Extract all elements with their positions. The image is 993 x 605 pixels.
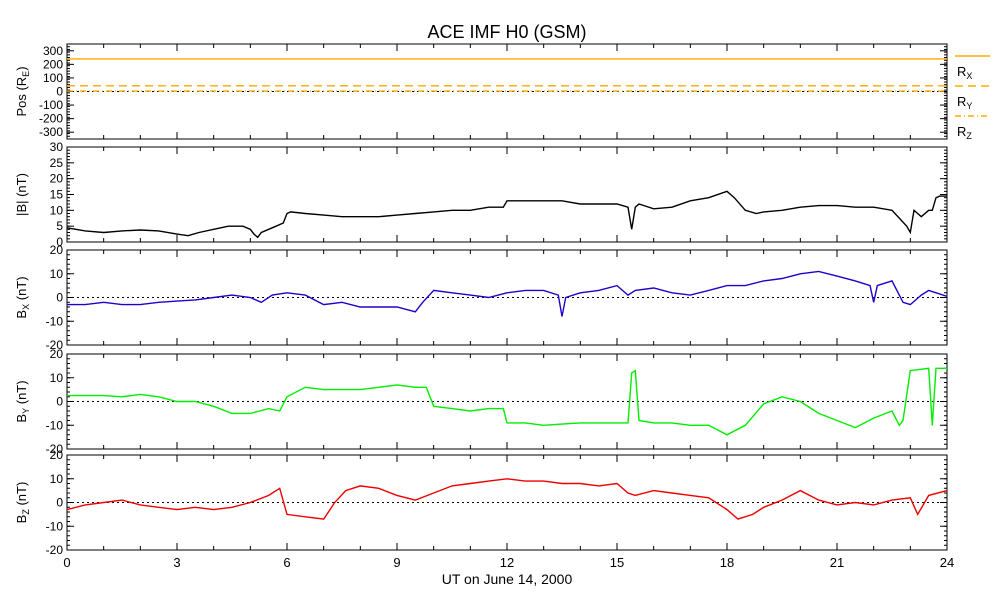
- x-axis: 0 3 6 9 12 15 18 21 24: [63, 555, 954, 570]
- chart-title: ACE IMF H0 (GSM): [427, 22, 586, 42]
- x-tick-label: 12: [500, 555, 514, 570]
- y-tick-label: 20: [50, 347, 64, 361]
- y-tick-label: 15: [50, 188, 64, 202]
- series-line-4-1: [67, 367, 947, 436]
- x-tick-label: 21: [830, 555, 844, 570]
- x-tick-label: 24: [940, 555, 954, 570]
- panel-3: 20 10 0 -10 -20 BX (nT): [14, 243, 948, 352]
- x-tick-label: 3: [173, 555, 180, 570]
- y-tick-label: -10: [46, 314, 64, 328]
- legend-label-3: RZ: [957, 124, 972, 141]
- y-tick-label: 100: [43, 71, 63, 85]
- x-tick-label: 0: [63, 555, 70, 570]
- y-tick-label: 0: [56, 235, 63, 249]
- y-tick-label: 20: [50, 448, 64, 462]
- y-axis-label: BY (nT): [14, 380, 31, 422]
- y-axis-label: BZ (nT): [14, 482, 31, 524]
- y-tick-label: 10: [50, 267, 64, 281]
- y-tick-label: 0: [56, 291, 63, 305]
- y-tick-label: -200: [39, 112, 63, 126]
- y-axis-label: |B| (nT): [14, 173, 29, 216]
- panel-5: 20 10 0 -10 -20 BZ (nT): [14, 448, 948, 557]
- x-tick-label: 9: [393, 555, 400, 570]
- y-tick-label: -20: [46, 543, 64, 557]
- y-tick-label: 5: [56, 219, 63, 233]
- panel-frame: [66, 146, 948, 243]
- y-tick-label: -20: [46, 338, 64, 352]
- y-tick-label: -100: [39, 98, 63, 112]
- y-tick-label: 200: [43, 57, 63, 71]
- y-tick-label: 300: [43, 44, 63, 58]
- legend-label-2: RY: [957, 94, 972, 111]
- series-line-2-1: [67, 190, 947, 239]
- x-axis-label: UT on June 14, 2000: [442, 571, 573, 587]
- y-tick-label: 20: [50, 172, 64, 186]
- y-tick-label: -20: [46, 442, 64, 456]
- y-tick-label: 25: [50, 156, 64, 170]
- y-tick-label: 0: [56, 496, 63, 510]
- x-tick-label: 15: [610, 555, 624, 570]
- series-line-3-1: [67, 270, 947, 317]
- panel-4: 20 10 0 -10 -20 BY (nT): [14, 347, 948, 456]
- y-tick-label: 20: [50, 243, 64, 257]
- x-tick-label: 6: [283, 555, 290, 570]
- y-tick-label: 0: [56, 395, 63, 409]
- y-tick-label: 10: [50, 371, 64, 385]
- y-tick-label: 30: [50, 140, 64, 154]
- y-tick-label: 10: [50, 472, 64, 486]
- y-axis-label: Pos (RE): [14, 66, 31, 116]
- y-axis-label: BX (nT): [14, 276, 31, 318]
- y-tick-label: 10: [50, 203, 64, 217]
- y-tick-label: 0: [56, 85, 63, 99]
- x-tick-label: 18: [720, 555, 734, 570]
- y-tick-label: -10: [46, 519, 64, 533]
- y-tick-label: -300: [39, 125, 63, 139]
- legend-label-1: RX: [957, 64, 972, 81]
- series-line-5-1: [67, 478, 947, 520]
- y-tick-label: -10: [46, 418, 64, 432]
